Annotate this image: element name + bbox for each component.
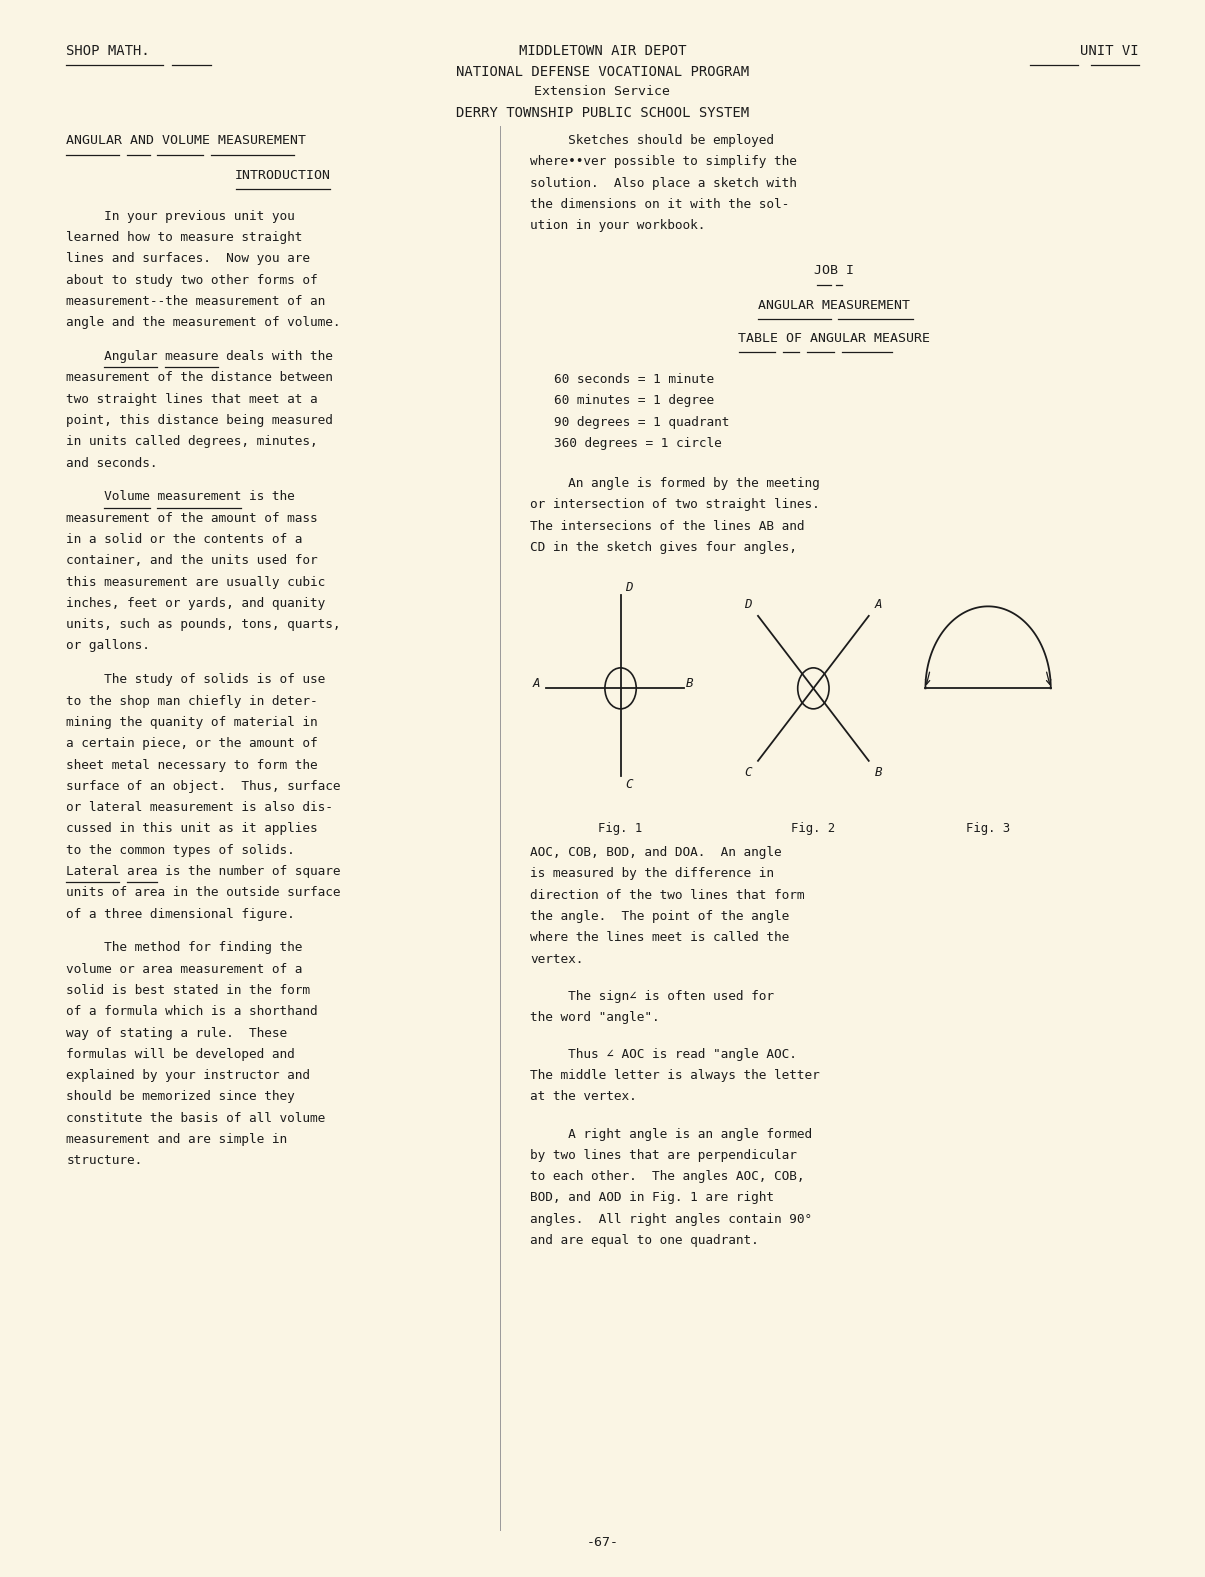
- Text: AOC, COB, BOD, and DOA.  An angle: AOC, COB, BOD, and DOA. An angle: [530, 845, 782, 859]
- Text: measurement and are simple in: measurement and are simple in: [66, 1132, 288, 1146]
- Text: the angle.  The point of the angle: the angle. The point of the angle: [530, 910, 789, 923]
- Text: DERRY TOWNSHIP PUBLIC SCHOOL SYSTEM: DERRY TOWNSHIP PUBLIC SCHOOL SYSTEM: [455, 106, 750, 120]
- Text: should be memorized since they: should be memorized since they: [66, 1090, 295, 1104]
- Text: container, and the units used for: container, and the units used for: [66, 554, 318, 568]
- Text: and are equal to one quadrant.: and are equal to one quadrant.: [530, 1233, 759, 1247]
- Text: this measurement are usually cubic: this measurement are usually cubic: [66, 576, 325, 588]
- Text: In your previous unit you: In your previous unit you: [66, 210, 295, 222]
- Text: D: D: [745, 598, 752, 612]
- Text: SHOP MATH.: SHOP MATH.: [66, 44, 151, 58]
- Text: structure.: structure.: [66, 1154, 142, 1167]
- Text: D: D: [625, 580, 633, 593]
- Text: cussed in this unit as it applies: cussed in this unit as it applies: [66, 822, 318, 836]
- Text: BOD, and AOD in Fig. 1 are right: BOD, and AOD in Fig. 1 are right: [530, 1191, 774, 1205]
- Text: Lateral area is the number of square: Lateral area is the number of square: [66, 864, 341, 878]
- Text: -67-: -67-: [587, 1536, 618, 1549]
- Text: 60 seconds = 1 minute: 60 seconds = 1 minute: [554, 372, 715, 386]
- Text: formulas will be developed and: formulas will be developed and: [66, 1047, 295, 1061]
- Text: to the common types of solids.: to the common types of solids.: [66, 844, 295, 856]
- Text: Angular measure deals with the: Angular measure deals with the: [66, 350, 333, 363]
- Text: MIDDLETOWN AIR DEPOT: MIDDLETOWN AIR DEPOT: [518, 44, 687, 58]
- Text: The middle letter is always the letter: The middle letter is always the letter: [530, 1069, 819, 1082]
- Text: CD in the sketch gives four angles,: CD in the sketch gives four angles,: [530, 541, 797, 554]
- Text: units of area in the outside surface: units of area in the outside surface: [66, 886, 341, 899]
- Text: surface of an object.  Thus, surface: surface of an object. Thus, surface: [66, 779, 341, 793]
- Text: or intersection of two straight lines.: or intersection of two straight lines.: [530, 498, 819, 511]
- Text: The study of solids is of use: The study of solids is of use: [66, 673, 325, 686]
- Text: or lateral measurement is also dis-: or lateral measurement is also dis-: [66, 801, 333, 814]
- Text: way of stating a rule.  These: way of stating a rule. These: [66, 1027, 288, 1039]
- Text: INTRODUCTION: INTRODUCTION: [235, 169, 331, 181]
- Text: An angle is formed by the meeting: An angle is formed by the meeting: [530, 476, 819, 490]
- Text: direction of the two lines that form: direction of the two lines that form: [530, 888, 805, 902]
- Text: The method for finding the: The method for finding the: [66, 941, 302, 954]
- Text: Thus ∠ AOC is read "angle AOC.: Thus ∠ AOC is read "angle AOC.: [530, 1047, 797, 1061]
- Text: A right angle is an angle formed: A right angle is an angle formed: [530, 1128, 812, 1140]
- Text: about to study two other forms of: about to study two other forms of: [66, 273, 318, 287]
- Text: angle and the measurement of volume.: angle and the measurement of volume.: [66, 315, 341, 330]
- Text: TABLE OF ANGULAR MEASURE: TABLE OF ANGULAR MEASURE: [739, 331, 930, 345]
- Text: Fig. 2: Fig. 2: [792, 822, 835, 836]
- Text: JOB I: JOB I: [815, 263, 854, 278]
- Text: measurement--the measurement of an: measurement--the measurement of an: [66, 295, 325, 308]
- Text: constitute the basis of all volume: constitute the basis of all volume: [66, 1112, 325, 1124]
- Text: where the lines meet is called the: where the lines meet is called the: [530, 930, 789, 945]
- Text: explained by your instructor and: explained by your instructor and: [66, 1069, 310, 1082]
- Text: NATIONAL DEFENSE VOCATIONAL PROGRAM: NATIONAL DEFENSE VOCATIONAL PROGRAM: [455, 65, 750, 79]
- Text: 90 degrees = 1 quadrant: 90 degrees = 1 quadrant: [554, 415, 730, 429]
- Text: sheet metal necessary to form the: sheet metal necessary to form the: [66, 759, 318, 771]
- Text: a certain piece, or the amount of: a certain piece, or the amount of: [66, 736, 318, 751]
- Text: and seconds.: and seconds.: [66, 456, 158, 470]
- Text: by two lines that are perpendicular: by two lines that are perpendicular: [530, 1148, 797, 1162]
- Text: Fig. 1: Fig. 1: [599, 822, 642, 836]
- Text: UNIT VI: UNIT VI: [1080, 44, 1139, 58]
- Text: two straight lines that meet at a: two straight lines that meet at a: [66, 393, 318, 405]
- Text: ution in your workbook.: ution in your workbook.: [530, 219, 706, 232]
- Text: lines and surfaces.  Now you are: lines and surfaces. Now you are: [66, 252, 310, 265]
- Text: B: B: [686, 677, 693, 691]
- Text: of a three dimensional figure.: of a three dimensional figure.: [66, 907, 295, 921]
- Text: inches, feet or yards, and quanity: inches, feet or yards, and quanity: [66, 596, 325, 610]
- Text: point, this distance being measured: point, this distance being measured: [66, 413, 333, 427]
- Text: in a solid or the contents of a: in a solid or the contents of a: [66, 533, 302, 546]
- Text: Sketches should be employed: Sketches should be employed: [530, 134, 774, 147]
- Text: A: A: [533, 677, 540, 691]
- Text: the word "angle".: the word "angle".: [530, 1011, 660, 1023]
- Text: angles.  All right angles contain 90°: angles. All right angles contain 90°: [530, 1213, 812, 1225]
- Text: of a formula which is a shorthand: of a formula which is a shorthand: [66, 1005, 318, 1019]
- Text: B: B: [875, 765, 882, 779]
- Text: Fig. 3: Fig. 3: [966, 822, 1010, 836]
- Text: C: C: [625, 779, 633, 792]
- Text: where••ver possible to simplify the: where••ver possible to simplify the: [530, 155, 797, 169]
- Text: the dimensions on it with the sol-: the dimensions on it with the sol-: [530, 197, 789, 211]
- Text: solid is best stated in the form: solid is best stated in the form: [66, 984, 310, 997]
- Text: or gallons.: or gallons.: [66, 639, 151, 653]
- Text: C: C: [745, 765, 752, 779]
- Text: Extension Service: Extension Service: [535, 85, 670, 98]
- Text: to the shop man chiefly in deter-: to the shop man chiefly in deter-: [66, 694, 318, 708]
- Text: measurement of the distance between: measurement of the distance between: [66, 371, 333, 385]
- Text: units, such as pounds, tons, quarts,: units, such as pounds, tons, quarts,: [66, 618, 341, 631]
- Text: ANGULAR MEASUREMENT: ANGULAR MEASUREMENT: [758, 298, 911, 312]
- Text: The sign∠ is often used for: The sign∠ is often used for: [530, 989, 774, 1003]
- Text: 360 degrees = 1 circle: 360 degrees = 1 circle: [554, 437, 722, 449]
- Text: volume or area measurement of a: volume or area measurement of a: [66, 962, 302, 976]
- Text: learned how to measure straight: learned how to measure straight: [66, 230, 302, 244]
- Text: ANGULAR AND VOLUME MEASUREMENT: ANGULAR AND VOLUME MEASUREMENT: [66, 134, 306, 147]
- Text: solution.  Also place a sketch with: solution. Also place a sketch with: [530, 177, 797, 189]
- Text: is measured by the difference in: is measured by the difference in: [530, 867, 774, 880]
- Text: A: A: [875, 598, 882, 612]
- Text: at the vertex.: at the vertex.: [530, 1090, 637, 1104]
- Text: The intersecions of the lines AB and: The intersecions of the lines AB and: [530, 519, 805, 533]
- Text: to each other.  The angles AOC, COB,: to each other. The angles AOC, COB,: [530, 1170, 805, 1183]
- Text: Volume measurement is the: Volume measurement is the: [66, 490, 295, 503]
- Text: mining the quanity of material in: mining the quanity of material in: [66, 716, 318, 729]
- Text: 60 minutes = 1 degree: 60 minutes = 1 degree: [554, 394, 715, 407]
- Text: in units called degrees, minutes,: in units called degrees, minutes,: [66, 435, 318, 448]
- Text: vertex.: vertex.: [530, 953, 583, 965]
- Text: measurement of the amount of mass: measurement of the amount of mass: [66, 511, 318, 525]
